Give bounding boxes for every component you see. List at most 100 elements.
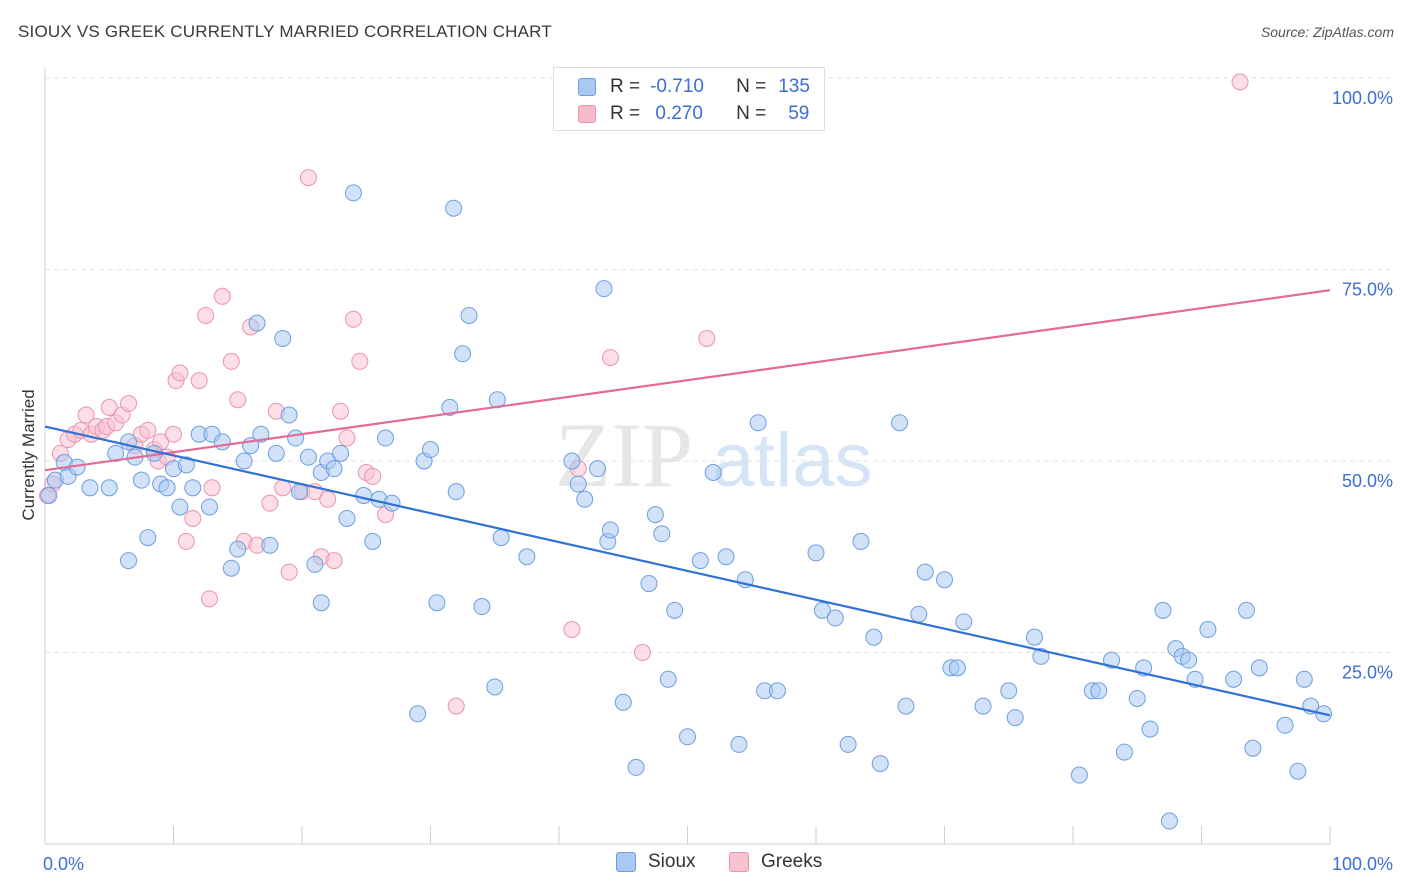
legend-n-label: N = bbox=[736, 76, 767, 97]
legend-item-sioux[interactable]: Sioux bbox=[616, 851, 696, 873]
sioux-swatch bbox=[578, 78, 596, 96]
sioux-trend-line bbox=[44, 425, 1331, 717]
sioux-point-9 bbox=[120, 552, 138, 570]
sioux-point-97 bbox=[916, 563, 934, 581]
sioux-point-98 bbox=[936, 571, 953, 589]
sioux-point-80 bbox=[704, 463, 722, 481]
sioux-point-56 bbox=[447, 483, 465, 501]
y-tick-label-2: 75.0% bbox=[1342, 280, 1393, 300]
sioux-point-123 bbox=[1237, 601, 1255, 619]
greeks-point-17 bbox=[139, 421, 157, 439]
trend-lines bbox=[44, 289, 1331, 717]
greeks-swatch bbox=[578, 105, 596, 123]
chart-title: SIOUX VS GREEK CURRENTLY MARRIED CORRELA… bbox=[18, 22, 552, 41]
sioux-point-110 bbox=[1103, 651, 1121, 669]
grid-lines bbox=[45, 77, 1392, 653]
watermark: ZIP atlas bbox=[555, 404, 873, 506]
sioux-point-73 bbox=[640, 575, 658, 593]
sioux-point-6 bbox=[100, 479, 118, 497]
legend-row-sioux: R = -0.710 N = 135 bbox=[578, 75, 810, 99]
sioux-point-105 bbox=[1025, 628, 1043, 646]
sioux-point-91 bbox=[852, 532, 870, 550]
legend-n-value: 59 bbox=[788, 103, 810, 124]
sioux-point-67 bbox=[589, 460, 607, 478]
tick-labels: 25.0% 50.0% 75.0% 100.0% 0.0% 100.0% bbox=[43, 88, 1393, 874]
greeks-point-42 bbox=[299, 169, 317, 187]
sioux-point-66 bbox=[576, 490, 594, 508]
sioux-point-94 bbox=[891, 414, 909, 432]
sioux-point-36 bbox=[299, 448, 317, 466]
sioux-point-25 bbox=[229, 540, 247, 558]
sioux-point-31 bbox=[267, 444, 285, 462]
sioux-point-11 bbox=[132, 471, 150, 489]
sioux-point-111 bbox=[1115, 743, 1133, 761]
sioux-point-81 bbox=[717, 548, 735, 566]
sioux-points bbox=[40, 184, 1333, 830]
sioux-point-84 bbox=[749, 414, 767, 432]
greeks-point-6 bbox=[77, 406, 95, 424]
greeks-point-22 bbox=[165, 425, 182, 443]
sioux-point-50 bbox=[409, 705, 427, 723]
sioux-point-64 bbox=[563, 452, 581, 470]
sioux-point-53 bbox=[428, 594, 446, 612]
y-tick-label-3: 100.0% bbox=[1332, 88, 1393, 108]
sioux-point-12 bbox=[139, 529, 157, 547]
sioux-point-68 bbox=[595, 280, 613, 298]
greeks-point-49 bbox=[344, 310, 362, 328]
sioux-point-126 bbox=[1276, 716, 1294, 734]
greeks-point-31 bbox=[213, 287, 231, 305]
legend-r-label: R = bbox=[610, 76, 641, 97]
greeks-trend-line bbox=[44, 289, 1331, 472]
legend-label-greeks: Greeks bbox=[761, 851, 823, 872]
sioux-point-115 bbox=[1154, 601, 1172, 619]
sioux-point-43 bbox=[338, 509, 356, 527]
axes bbox=[44, 68, 1331, 845]
sioux-point-72 bbox=[627, 758, 645, 776]
sioux-point-29 bbox=[252, 425, 270, 443]
greeks-point-27 bbox=[190, 372, 208, 390]
sioux-point-103 bbox=[1000, 682, 1018, 700]
x-tick-label-max: 100.0% bbox=[1332, 854, 1393, 874]
sioux-point-102 bbox=[974, 697, 992, 715]
sioux-point-87 bbox=[807, 544, 825, 562]
greeks-point-47 bbox=[332, 402, 350, 420]
greeks-point-52 bbox=[364, 467, 382, 485]
sioux-point-109 bbox=[1090, 682, 1108, 700]
sioux-point-32 bbox=[274, 329, 292, 347]
sioux-point-46 bbox=[364, 532, 382, 550]
greeks-point-57 bbox=[601, 349, 619, 367]
sioux-point-63 bbox=[518, 548, 536, 566]
legend-r-value: 0.270 bbox=[650, 103, 703, 124]
greeks-point-45 bbox=[319, 490, 337, 508]
legend-r-value: -0.710 bbox=[650, 76, 704, 97]
sioux-point-52 bbox=[422, 441, 439, 459]
legend-item-greeks[interactable]: Greeks bbox=[729, 851, 822, 873]
sioux-point-48 bbox=[377, 429, 395, 447]
sioux-point-79 bbox=[691, 552, 709, 570]
sioux-point-37 bbox=[306, 555, 324, 573]
sioux-legend-swatch bbox=[616, 852, 636, 872]
sioux-point-125 bbox=[1250, 659, 1268, 677]
greeks-point-37 bbox=[261, 494, 279, 512]
sioux-point-17 bbox=[171, 498, 189, 516]
sioux-point-114 bbox=[1141, 720, 1159, 738]
greeks-points bbox=[39, 69, 1249, 715]
sioux-point-57 bbox=[454, 345, 472, 363]
sioux-point-121 bbox=[1199, 621, 1217, 639]
watermark-atlas: atlas bbox=[712, 418, 873, 503]
greeks-point-28 bbox=[197, 306, 215, 324]
greeks-point-55 bbox=[563, 621, 581, 639]
sioux-point-119 bbox=[1180, 651, 1198, 669]
sioux-point-70 bbox=[601, 521, 619, 539]
sioux-point-45 bbox=[355, 486, 373, 504]
greeks-point-40 bbox=[280, 563, 298, 581]
sioux-point-19 bbox=[184, 479, 202, 497]
sioux-point-60 bbox=[486, 678, 504, 696]
x-tick-label-min: 0.0% bbox=[43, 854, 84, 874]
greeks-point-58 bbox=[634, 644, 652, 661]
sioux-point-128 bbox=[1295, 670, 1313, 688]
sioux-point-78 bbox=[679, 728, 696, 746]
sioux-point-107 bbox=[1070, 766, 1088, 784]
y-tick-label-1: 50.0% bbox=[1342, 471, 1393, 491]
